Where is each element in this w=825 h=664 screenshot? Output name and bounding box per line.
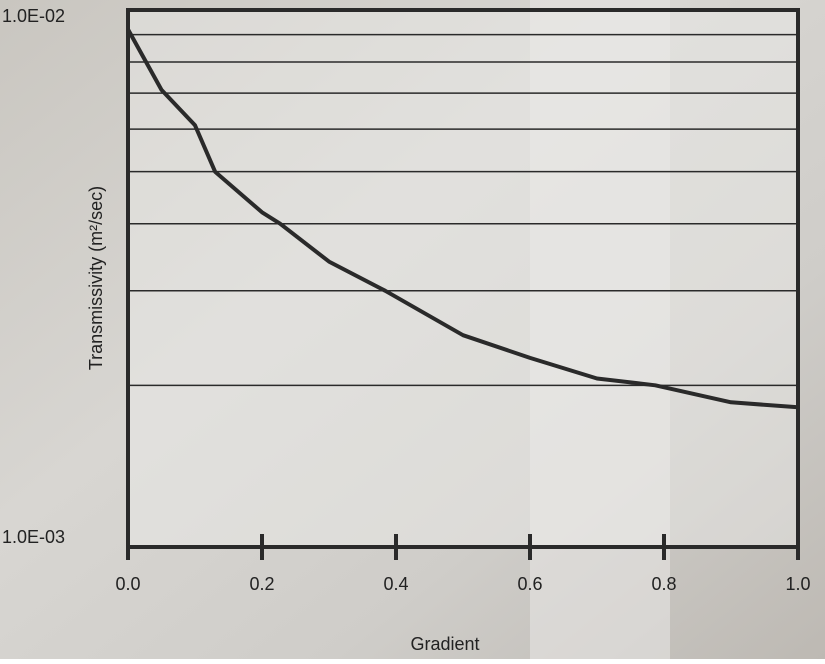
- x-tick-label: 1.0: [785, 574, 810, 594]
- plot-area: [128, 10, 798, 547]
- x-axis-label: Gradient: [410, 634, 479, 654]
- y-tick-label: 1.0E-02: [2, 6, 65, 26]
- x-tick-label: 0.4: [383, 574, 408, 594]
- x-tick-label: 0.2: [249, 574, 274, 594]
- x-tick-label: 0.6: [517, 574, 542, 594]
- y-tick-label: 1.0E-03: [2, 527, 65, 547]
- y-axis-label: Transmissivity (m²/sec): [86, 186, 106, 370]
- x-tick-label: 0.0: [115, 574, 140, 594]
- x-tick-label: 0.8: [651, 574, 676, 594]
- chart: Gradient Transmissivity (m²/sec) 1.0E-03…: [0, 0, 825, 659]
